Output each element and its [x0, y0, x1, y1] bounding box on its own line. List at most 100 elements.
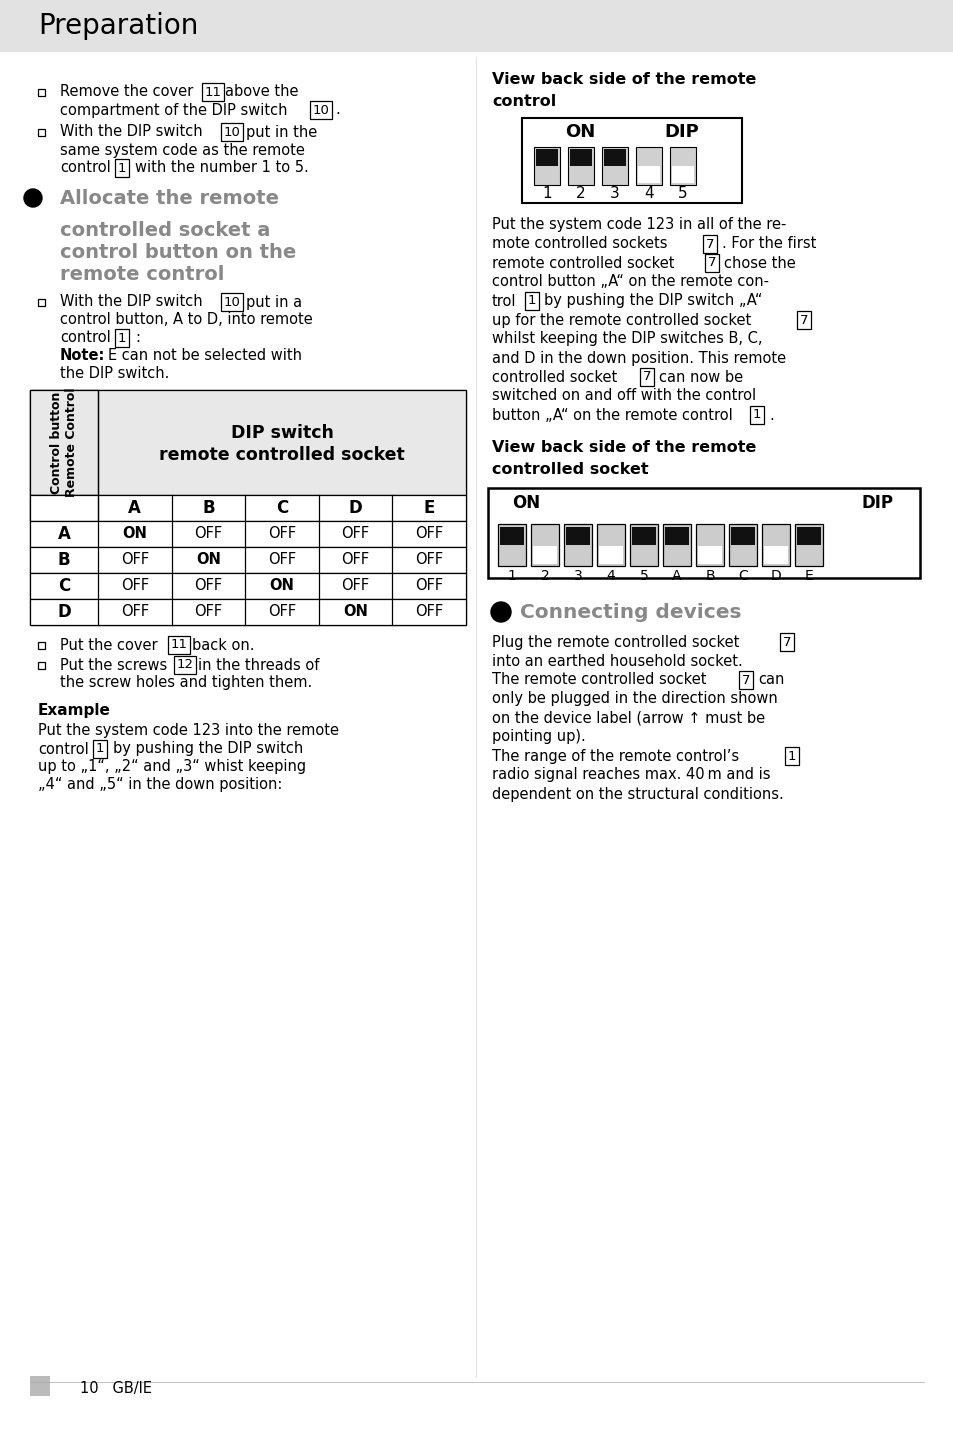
Text: 2: 2 [576, 186, 585, 202]
Bar [30, 390, 465, 495]
Bar [497, 524, 525, 566]
Text: and D in the down position. This remote: and D in the down position. This remote [492, 351, 785, 365]
Text: chose the: chose the [723, 255, 795, 271]
Text: on the device label (arrow ↑ must be: on the device label (arrow ↑ must be [492, 710, 764, 726]
Text: Put the system code 123 in all of the re-: Put the system code 123 in all of the re… [492, 218, 785, 232]
Text: 1: 1 [787, 749, 796, 762]
Text: DIP switch: DIP switch [231, 424, 334, 441]
Text: control: control [60, 331, 111, 345]
Text: in the threads of: in the threads of [198, 657, 319, 673]
Text: OFF: OFF [268, 553, 295, 567]
Bar [30, 390, 98, 495]
Text: B: B [57, 551, 71, 569]
Text: 10   GB/IE: 10 GB/IE [80, 1380, 152, 1396]
Text: by pushing the DIP switch „A“: by pushing the DIP switch „A“ [543, 294, 761, 308]
Text: ON: ON [195, 553, 220, 567]
Bar [631, 527, 656, 546]
Bar [669, 147, 696, 185]
Bar [601, 147, 627, 185]
Bar [30, 521, 465, 547]
Text: 7: 7 [741, 673, 749, 686]
Text: 5: 5 [678, 186, 687, 202]
Bar [629, 524, 658, 566]
Text: control button on the: control button on the [60, 242, 296, 262]
Bar [531, 524, 558, 566]
Text: up to „1“, „2“ and „3“ whist keeping: up to „1“, „2“ and „3“ whist keeping [38, 759, 306, 775]
Bar [567, 147, 594, 185]
Bar [597, 524, 624, 566]
Text: OFF: OFF [121, 553, 149, 567]
Text: OFF: OFF [121, 604, 149, 620]
Text: radio signal reaches max. 40 m and is: radio signal reaches max. 40 m and is [492, 768, 770, 782]
Text: View back side of the remote: View back side of the remote [492, 441, 756, 455]
Text: OFF: OFF [121, 579, 149, 593]
Text: dependent on the structural conditions.: dependent on the structural conditions. [492, 786, 783, 802]
Text: 7: 7 [642, 371, 651, 384]
Text: 10: 10 [223, 126, 240, 139]
Text: controlled socket: controlled socket [492, 369, 617, 385]
Text: OFF: OFF [415, 604, 443, 620]
Text: .: . [768, 408, 773, 422]
Text: The remote controlled socket: The remote controlled socket [492, 673, 706, 687]
Bar [30, 573, 465, 599]
Text: 11: 11 [204, 86, 221, 99]
Text: 7: 7 [781, 636, 790, 649]
Text: . For the first: . For the first [721, 236, 816, 252]
Text: 4: 4 [606, 569, 615, 583]
Text: compartment of the DIP switch: compartment of the DIP switch [60, 103, 287, 117]
Bar [671, 166, 693, 183]
Text: into an earthed household socket.: into an earthed household socket. [492, 653, 742, 669]
Bar [488, 488, 919, 579]
Text: A: A [57, 526, 71, 543]
Bar [0, 0, 953, 52]
Text: E: E [803, 569, 813, 583]
Text: Note:: Note: [60, 348, 105, 364]
Text: 3: 3 [610, 186, 619, 202]
Text: remote control: remote control [60, 265, 224, 284]
Text: same system code as the remote: same system code as the remote [60, 143, 305, 158]
Text: controlled socket a: controlled socket a [60, 221, 270, 239]
Bar [763, 546, 787, 564]
Text: 1: 1 [541, 186, 551, 202]
Bar [598, 546, 622, 564]
Text: OFF: OFF [341, 527, 369, 541]
Text: E: E [423, 498, 435, 517]
Bar [664, 527, 688, 546]
Text: Example: Example [38, 703, 111, 719]
Bar [521, 117, 741, 203]
Text: remote controlled socket: remote controlled socket [492, 255, 674, 271]
Text: control: control [38, 742, 89, 756]
Text: 1: 1 [752, 408, 760, 421]
Text: OFF: OFF [415, 527, 443, 541]
Bar [698, 546, 721, 564]
Bar [761, 524, 789, 566]
Text: put in the: put in the [246, 125, 317, 139]
Text: 12: 12 [176, 659, 193, 672]
Text: 4: 4 [643, 186, 653, 202]
Text: 5: 5 [639, 569, 648, 583]
Bar [499, 527, 523, 546]
Text: 7: 7 [799, 314, 807, 326]
Text: can: can [758, 673, 783, 687]
Text: OFF: OFF [194, 579, 222, 593]
Text: OFF: OFF [268, 604, 295, 620]
Text: OFF: OFF [341, 579, 369, 593]
Text: remote controlled socket: remote controlled socket [159, 445, 404, 464]
Bar [534, 147, 559, 185]
Text: 3: 3 [573, 569, 581, 583]
Text: Allocate the remote: Allocate the remote [60, 189, 278, 208]
Text: D: D [770, 569, 781, 583]
Text: up for the remote controlled socket: up for the remote controlled socket [492, 312, 750, 328]
Text: ON: ON [122, 527, 147, 541]
Bar [30, 495, 465, 521]
Bar [730, 527, 754, 546]
Text: put in a: put in a [246, 295, 302, 309]
Circle shape [24, 189, 42, 208]
Text: C: C [275, 498, 288, 517]
Text: by pushing the DIP switch: by pushing the DIP switch [112, 742, 303, 756]
Text: :: : [135, 331, 140, 345]
Text: „4“ and „5“ in the down position:: „4“ and „5“ in the down position: [38, 778, 282, 792]
Text: 10: 10 [223, 295, 240, 308]
Text: control: control [492, 95, 556, 109]
Text: The range of the remote control’s: The range of the remote control’s [492, 749, 739, 763]
